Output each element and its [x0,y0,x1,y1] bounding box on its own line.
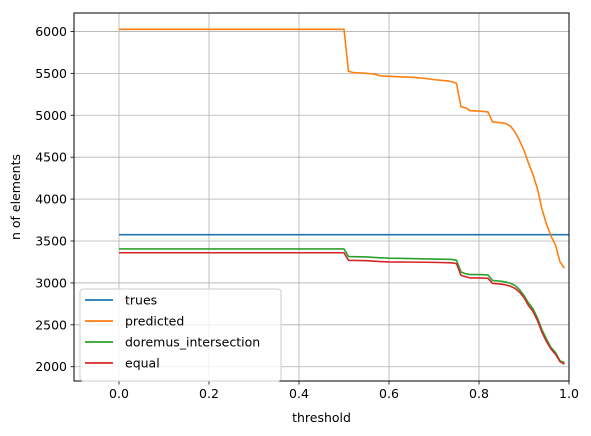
y-axis: 2000 2500 3000 3500 4000 4500 5000 5500 6000 [35,24,74,374]
x-tick-label: 0.6 [379,386,399,401]
series-lines [119,28,569,365]
y-tick-label: 2500 [35,317,67,332]
y-tick-label: 3500 [35,234,67,249]
y-tick-label: 4000 [35,192,67,207]
y-axis-label: n of elements [8,154,23,240]
y-tick-label: 6000 [35,24,67,39]
y-tick-label: 3000 [35,275,67,290]
legend-label: equal [125,356,160,371]
legend-box [79,288,282,382]
plot-frame [73,12,570,382]
legend-label: trues [125,293,157,308]
x-tick-label: 0.4 [289,386,309,401]
y-tick-label: 5000 [35,108,67,123]
x-axis-label: threshold [292,410,351,425]
x-tick-label: 1.0 [559,386,579,401]
x-tick-label: 0.2 [199,386,219,401]
series-line-equal [119,251,565,365]
y-tick-label: 2000 [35,359,67,374]
x-tick-label: 0.8 [469,386,489,401]
legend-label: predicted [125,314,184,329]
legend-label: doremus_intersection [125,335,260,350]
y-tick-label: 5500 [35,66,67,81]
x-tick-label: 0.0 [109,386,129,401]
series-line-predicted [119,28,566,269]
series-line-doremus-intersection [119,248,565,364]
y-tick-label: 4500 [35,150,67,165]
x-axis: 0.0 0.2 0.4 0.6 0.8 1.0 [109,381,579,401]
